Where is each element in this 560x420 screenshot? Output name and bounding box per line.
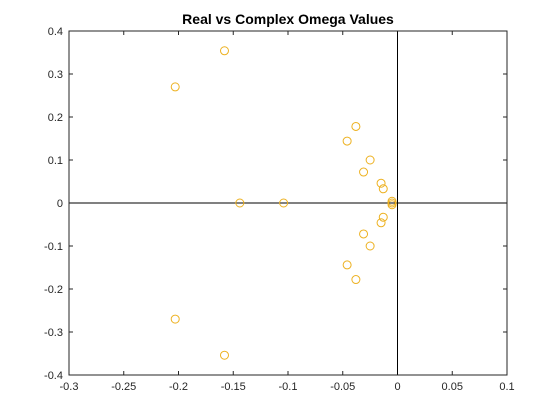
data-point <box>170 82 180 92</box>
y-tick-label: 0.3 <box>48 69 63 81</box>
y-tick-label: -0.1 <box>44 241 63 253</box>
data-point <box>359 229 369 239</box>
data-point <box>235 198 245 208</box>
y-axis-ticks: -0.4 -0.3 -0.2 -0.1 0 0.1 0.2 0.3 0.4 <box>44 26 507 382</box>
x-axis-ticks: -0.3 -0.25 -0.2 -0.15 -0.1 -0.05 0 0.05 0.1 <box>60 31 515 393</box>
data-point <box>365 241 375 251</box>
x-tick-label: -0.3 <box>60 381 79 393</box>
x-tick-label: 0 <box>394 381 400 393</box>
data-point <box>378 212 388 222</box>
data-point <box>387 200 397 210</box>
y-tick-label: -0.3 <box>44 327 63 339</box>
data-point <box>219 46 229 56</box>
x-tick-label: -0.15 <box>221 381 246 393</box>
data-point <box>376 218 386 228</box>
x-tick-label: 0.05 <box>442 381 463 393</box>
data-point <box>279 198 289 208</box>
data-points <box>170 46 397 360</box>
y-tick-label: -0.4 <box>44 370 63 382</box>
data-point <box>365 155 375 165</box>
data-point <box>359 167 369 177</box>
y-tick-label: 0.2 <box>48 112 63 124</box>
data-point <box>342 136 352 146</box>
data-point <box>170 314 180 324</box>
y-tick-label: 0 <box>57 198 63 210</box>
plot-area-box <box>68 30 508 376</box>
data-point <box>351 275 361 285</box>
y-tick-label: 0.1 <box>48 155 63 167</box>
y-tick-label: -0.2 <box>44 284 63 296</box>
x-tick-label: -0.05 <box>330 381 355 393</box>
y-tick-label: 0.4 <box>48 26 63 38</box>
data-point <box>351 121 361 131</box>
x-tick-label: -0.1 <box>279 381 298 393</box>
data-point <box>378 184 388 194</box>
chart-title: Real vs Complex Omega Values <box>182 11 394 27</box>
x-tick-label: -0.25 <box>111 381 136 393</box>
data-point <box>342 260 352 270</box>
data-point <box>219 350 229 360</box>
x-tick-label: 0.1 <box>499 381 514 393</box>
x-tick-label: -0.2 <box>169 381 188 393</box>
data-point <box>376 178 386 188</box>
